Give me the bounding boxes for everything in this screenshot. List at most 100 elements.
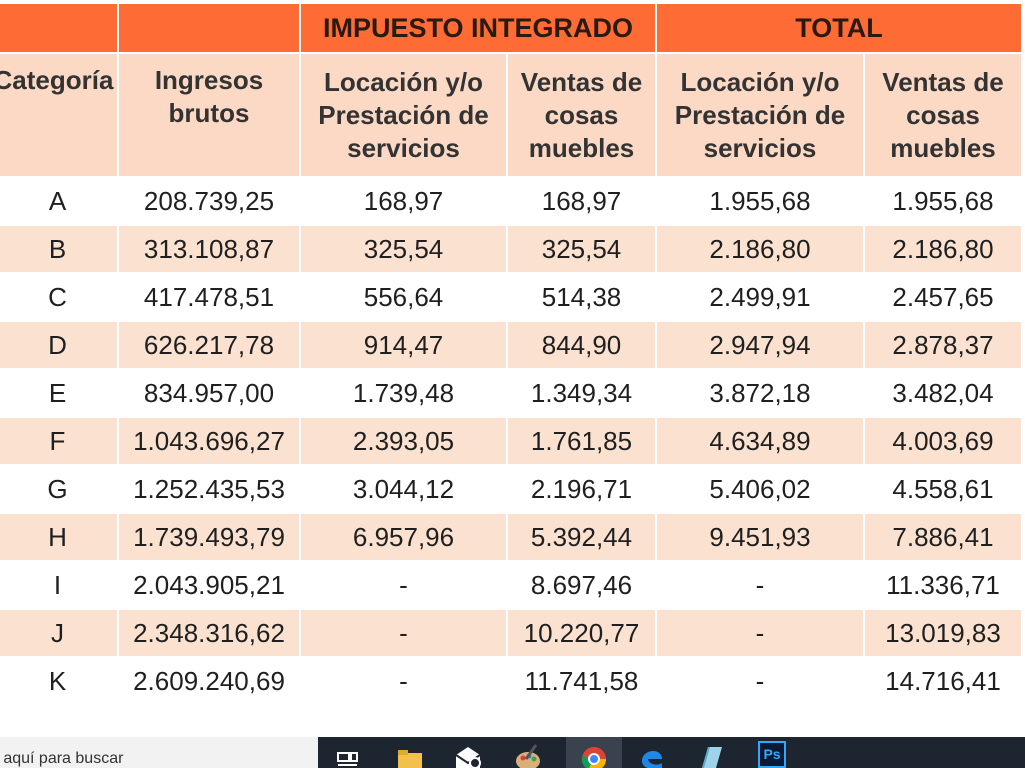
cell-total-ventas: 4.558,61 [864,464,1023,513]
edge-icon[interactable] [638,741,666,768]
cell-total-locacion: - [656,608,865,657]
table-row: I 2.043.905,21-8.697,46-11.336,71 [0,560,1023,609]
column-header-ingresos: Ingresos brutos [118,53,301,177]
table-row: H 1.739.493,79 6.957,96 5.392,44 9.451,93 7.8… [0,512,1023,561]
cell-total-ventas: 2.457,65 [864,272,1023,321]
cell-impuesto-ventas: 168,97 [507,176,657,225]
cell-ingresos: 2.348.316,62 [118,608,301,657]
table-row: K 2.609.240,69-11.741,58-14.716,41 [0,656,1023,704]
cell-categoria: I [0,560,119,609]
cell-total-locacion: - [656,560,865,609]
cell-total-ventas: 13.019,83 [864,608,1023,657]
cell-total-ventas: 2.878,37 [864,320,1023,369]
cell-categoria: B [0,224,119,273]
cell-total-locacion: 3.872,18 [656,368,865,417]
cell-total-ventas: 14.716,41 [864,656,1023,704]
cell-impuesto-ventas: 10.220,77 [507,608,657,657]
cell-ingresos: 2.609.240,69 [118,656,301,704]
chrome-icon[interactable] [580,741,608,768]
group-header-empty [118,4,301,54]
cell-total-locacion: 2.499,91 [656,272,865,321]
cell-ingresos: 1.252.435,53 [118,464,301,513]
cell-impuesto-ventas: 1.349,34 [507,368,657,417]
cell-impuesto-locacion: - [300,656,508,704]
cell-categoria: E [0,368,119,417]
column-header-impuesto-locacion: Locación y/o Prestación de servicios [300,53,508,177]
cell-total-locacion: 4.634,89 [656,416,865,465]
table-body: A 208.739,25 168,97 168,97 1.955,68 1.955,68 B… [0,176,1023,704]
cell-impuesto-locacion: 914,47 [300,320,508,369]
cell-ingresos: 2.043.905,21 [118,560,301,609]
cell-impuesto-ventas: 1.761,85 [507,416,657,465]
cell-ingresos: 1.739.493,79 [118,512,301,561]
notepad-icon[interactable] [696,741,724,768]
cell-categoria: H [0,512,119,561]
cell-impuesto-locacion: - [300,608,508,657]
column-header-categoria: Categoría [0,53,119,177]
cell-total-locacion: 2.947,94 [656,320,865,369]
cell-categoria: D [0,320,119,369]
mail-icon[interactable] [454,741,482,768]
cell-total-ventas: 7.886,41 [864,512,1023,561]
cell-categoria: A [0,176,119,225]
table-row: A 208.739,25 168,97 168,97 1.955,68 1.955,68 [0,176,1023,225]
cell-total-locacion: 9.451,93 [656,512,865,561]
task-view-icon[interactable] [334,741,362,768]
cell-impuesto-locacion: 325,54 [300,224,508,273]
fee-table-container: IMPUESTO INTEGRADO TOTAL Categoría Ingre… [0,4,1023,704]
table-row: C 417.478,51 556,64 514,38 2.499,91 2.457,65 [0,272,1023,321]
cell-total-locacion: - [656,656,865,704]
cell-impuesto-ventas: 325,54 [507,224,657,273]
cell-impuesto-locacion: 1.739,48 [300,368,508,417]
cell-impuesto-locacion: 556,64 [300,272,508,321]
paint-icon[interactable] [514,741,542,768]
cell-impuesto-ventas: 11.741,58 [507,656,657,704]
windows-taskbar: e aquí para buscar Ps [0,737,1025,768]
group-header-total: TOTAL [656,4,1023,54]
cell-categoria: J [0,608,119,657]
table-row: D 626.217,78 914,47 844,90 2.947,94 2.878,37 [0,320,1023,369]
file-explorer-icon[interactable] [396,741,424,768]
cell-categoria: K [0,656,119,704]
cell-impuesto-locacion: 2.393,05 [300,416,508,465]
column-header-total-locacion: Locación y/o Prestación de servicios [656,53,865,177]
cell-ingresos: 417.478,51 [118,272,301,321]
column-header-total-ventas: Ventas de cosas muebles [864,53,1023,177]
cell-impuesto-ventas: 514,38 [507,272,657,321]
cell-total-ventas: 11.336,71 [864,560,1023,609]
cell-impuesto-locacion: 3.044,12 [300,464,508,513]
cell-total-locacion: 5.406,02 [656,464,865,513]
cell-ingresos: 208.739,25 [118,176,301,225]
table-row: J 2.348.316,62-10.220,77-13.019,83 [0,608,1023,657]
group-header-empty [0,4,119,54]
cell-total-ventas: 3.482,04 [864,368,1023,417]
cell-total-ventas: 1.955,68 [864,176,1023,225]
cell-impuesto-locacion: - [300,560,508,609]
table-row: G 1.252.435,53 3.044,12 2.196,71 5.406,02 4.5… [0,464,1023,513]
cell-total-locacion: 2.186,80 [656,224,865,273]
taskbar-search-box[interactable]: e aquí para buscar [0,737,318,768]
cell-impuesto-locacion: 168,97 [300,176,508,225]
table-row: E 834.957,00 1.739,48 1.349,34 3.872,18 3.482… [0,368,1023,417]
fee-table: IMPUESTO INTEGRADO TOTAL Categoría Ingre… [0,4,1023,704]
column-header-impuesto-ventas: Ventas de cosas muebles [507,53,657,177]
cell-impuesto-ventas: 2.196,71 [507,464,657,513]
cell-impuesto-ventas: 844,90 [507,320,657,369]
cell-categoria: G [0,464,119,513]
group-header-impuesto: IMPUESTO INTEGRADO [300,4,657,54]
cell-impuesto-ventas: 8.697,46 [507,560,657,609]
cell-ingresos: 626.217,78 [118,320,301,369]
cell-ingresos: 1.043.696,27 [118,416,301,465]
cell-impuesto-locacion: 6.957,96 [300,512,508,561]
table-row: F 1.043.696,27 2.393,05 1.761,85 4.634,89 4.0… [0,416,1023,465]
taskbar-search-text: e aquí para buscar [0,750,124,767]
cell-ingresos: 834.957,00 [118,368,301,417]
cell-categoria: F [0,416,119,465]
table-row: B 313.108,87 325,54 325,54 2.186,80 2.186,80 [0,224,1023,273]
photoshop-icon[interactable]: Ps [758,741,786,768]
cell-total-locacion: 1.955,68 [656,176,865,225]
cell-ingresos: 313.108,87 [118,224,301,273]
cell-categoria: C [0,272,119,321]
cell-total-ventas: 4.003,69 [864,416,1023,465]
cell-total-ventas: 2.186,80 [864,224,1023,273]
